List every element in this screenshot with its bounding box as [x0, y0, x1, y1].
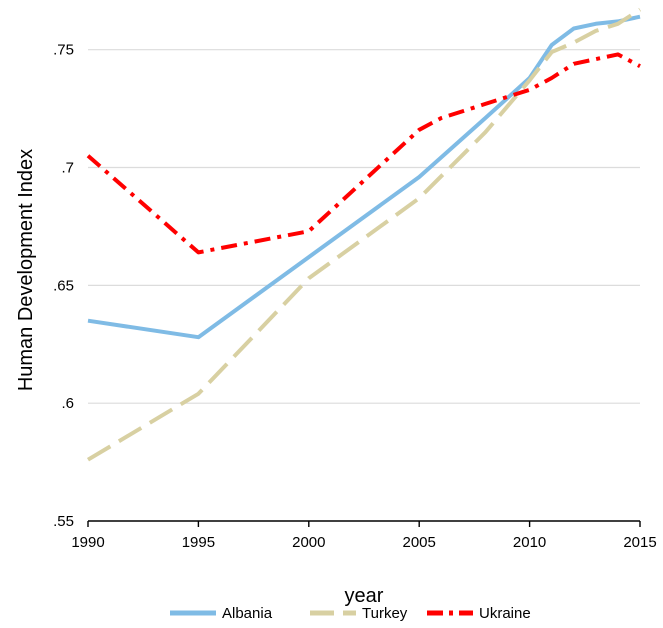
x-tick-label: 1995: [182, 534, 215, 551]
y-tick-label: .65: [53, 277, 74, 294]
y-axis-title: Human Development Index: [15, 149, 37, 391]
x-tick-label: 2005: [403, 534, 436, 551]
y-tick-label: .55: [53, 513, 74, 530]
y-axis: .55 .6 .65 .7 .75: [53, 42, 74, 530]
x-tick-label: 2015: [623, 534, 656, 551]
series-lines: [86, 7, 642, 462]
series-line-albania: [87, 14, 641, 340]
legend-label-ukraine: Ukraine: [479, 605, 531, 622]
x-axis: 1990 1995 2000 2005 2010 2015: [71, 520, 657, 551]
series-line-turkey: [86, 7, 642, 462]
y-tick-label: .6: [61, 395, 74, 412]
series-line-ukraine: [86, 52, 641, 255]
y-tick-label: .7: [61, 160, 74, 177]
x-tick-label: 1990: [71, 534, 104, 551]
legend-label-turkey: Turkey: [362, 605, 408, 622]
legend: Albania Turkey Ukraine: [170, 605, 531, 622]
x-tick-label: 2010: [513, 534, 546, 551]
x-axis-title: year: [345, 585, 384, 607]
legend-label-albania: Albania: [222, 605, 273, 622]
x-tick-label: 2000: [292, 534, 325, 551]
y-tick-label: .75: [53, 42, 74, 59]
